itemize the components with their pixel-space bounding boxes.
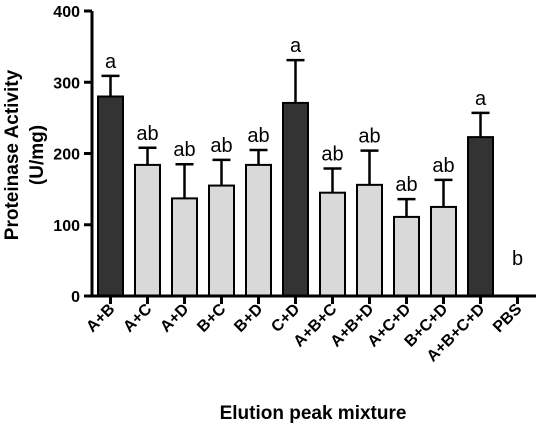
x-category-label: A+D	[157, 301, 192, 336]
significance-letter: ab	[173, 139, 195, 161]
bar-b-d	[245, 163, 272, 297]
significance-letter: ab	[321, 143, 343, 165]
bar-b-c-d	[430, 205, 457, 297]
y-tick-label: 300	[53, 75, 80, 92]
bar-a-c	[134, 163, 161, 297]
significance-letter: a	[290, 35, 302, 57]
significance-letter: ab	[247, 125, 269, 147]
significance-letter: ab	[210, 135, 232, 157]
bar-a-b-d	[356, 183, 383, 298]
significance-letter: a	[475, 88, 487, 110]
y-axis-title-line1: Proteinase Activity	[2, 69, 23, 240]
x-category-label: B+D	[231, 301, 266, 336]
significance-letter: ab	[395, 174, 417, 196]
bar-a-b-c-d	[467, 136, 494, 297]
bar-b-c	[208, 184, 235, 297]
significance-letter: ab	[358, 126, 380, 148]
y-tick-label: 0	[71, 289, 80, 306]
bar-a-c-d	[393, 215, 420, 298]
y-axis-title-line2: (U/mg)	[27, 125, 48, 185]
x-axis-title: Elution peak mixture	[220, 403, 407, 424]
significance-letter: b	[512, 248, 523, 270]
bar-a-d	[171, 197, 198, 297]
x-category-label: B+C	[194, 300, 229, 335]
bar-c-d	[282, 101, 309, 297]
y-tick-label: 400	[53, 4, 80, 21]
bar-a-b	[97, 95, 124, 297]
y-tick-label: 100	[53, 218, 80, 235]
significance-letter: ab	[432, 155, 454, 177]
significance-letter: a	[105, 51, 117, 73]
bar-a-b-c	[319, 191, 346, 297]
x-category-label: A+C	[120, 300, 155, 335]
y-tick-label: 200	[53, 147, 80, 164]
x-category-label: A+B	[83, 301, 118, 336]
significance-letter: ab	[136, 123, 158, 145]
x-category-label: PBS	[490, 301, 526, 337]
